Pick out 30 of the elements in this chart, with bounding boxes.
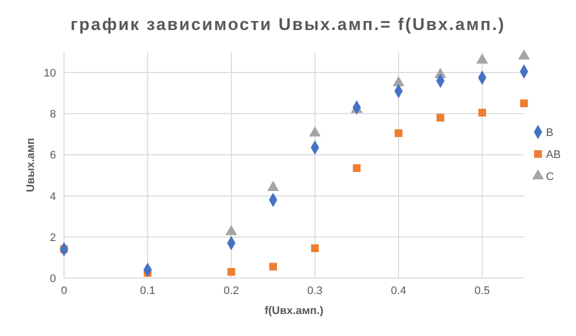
legend-label: B	[546, 127, 554, 139]
x-tick-label: 0.1	[140, 285, 156, 297]
point	[394, 129, 402, 138]
point	[311, 244, 319, 252]
point	[269, 262, 277, 271]
point	[436, 114, 444, 122]
legend-label: C	[546, 171, 554, 183]
x-tick-label: 0.2	[224, 285, 239, 297]
y-tick-label: 10	[44, 68, 56, 80]
y-tick-label: 0	[50, 273, 56, 285]
point	[518, 49, 530, 60]
chart-title: график зависимости Uвых.амп.= f(Uвх.амп.)	[70, 15, 506, 34]
point	[478, 108, 486, 116]
y-tick-label: 4	[50, 190, 56, 203]
point	[309, 126, 321, 137]
x-tick-label: 0.4	[390, 285, 406, 297]
x-axis-title: f(Uвх.амп.)	[264, 305, 324, 317]
point	[392, 76, 404, 86]
x-tick-label: 0.3	[307, 285, 323, 297]
y-tick-label: 6	[50, 150, 56, 162]
point	[352, 164, 361, 172]
point	[520, 99, 528, 108]
y-axis-title: Uвых.амп	[25, 138, 37, 192]
point	[476, 53, 488, 64]
y-tick-label: 2	[50, 232, 56, 244]
x-tick-label: 0.5	[474, 285, 490, 297]
legend-label: AB	[546, 149, 561, 161]
x-tick-label: 0	[60, 285, 68, 297]
y-tick-label: 8	[50, 108, 56, 121]
point	[227, 268, 236, 276]
